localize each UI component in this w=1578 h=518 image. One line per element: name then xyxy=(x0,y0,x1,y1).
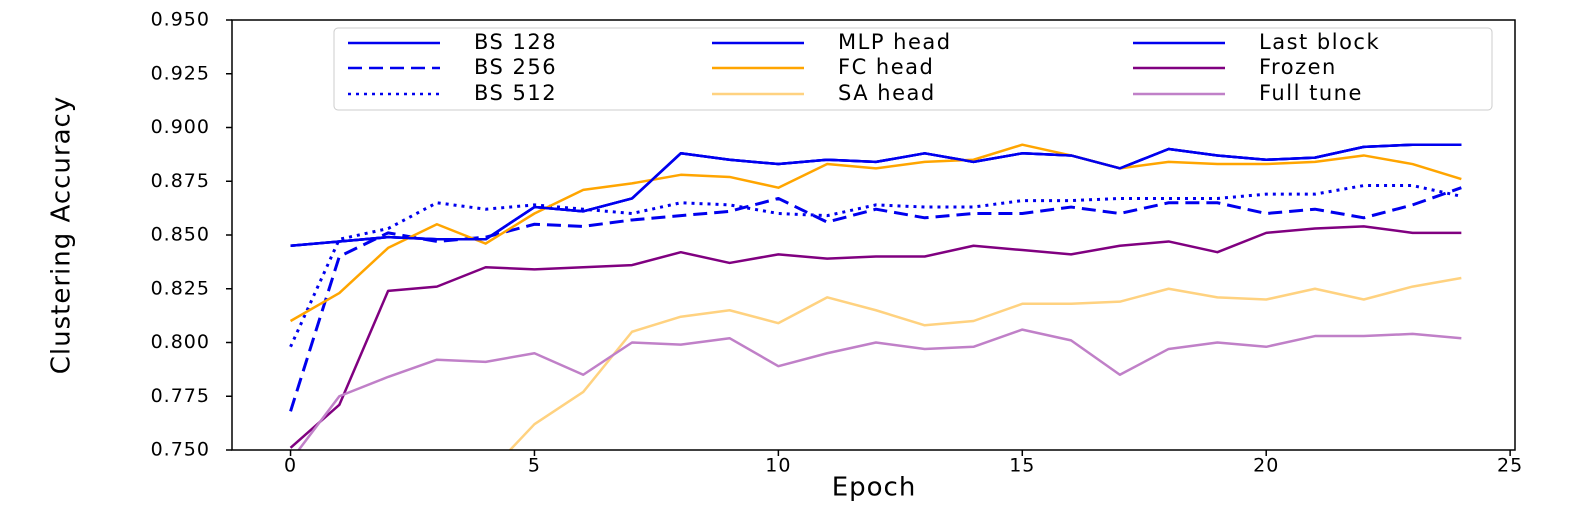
series-line xyxy=(289,225,1462,449)
series-line xyxy=(290,143,1462,247)
x-tick-label: 10 xyxy=(765,455,791,477)
x-tick-label: 25 xyxy=(1497,455,1523,477)
y-tick-label: 0.875 xyxy=(151,170,210,192)
legend-label: BS 128 xyxy=(474,30,557,54)
y-tick-label: 0.925 xyxy=(151,62,210,84)
series-line xyxy=(508,276,1462,450)
x-tick-label: 0 xyxy=(284,455,297,477)
legend-label: BS 256 xyxy=(474,55,557,79)
legend-label: Last block xyxy=(1259,30,1380,54)
y-tick-label: 0.900 xyxy=(151,116,210,138)
y-axis-label: Clustering Accuracy xyxy=(47,96,77,374)
x-tick-label: 15 xyxy=(1009,455,1035,477)
y-tick-label: 0.950 xyxy=(151,9,210,31)
legend-label: FC head xyxy=(838,55,934,79)
axes-frame xyxy=(231,19,1516,451)
series-line xyxy=(297,328,1462,450)
y-tick-label: 0.850 xyxy=(151,224,210,246)
plot-area xyxy=(289,143,1462,450)
legend-label: BS 512 xyxy=(474,81,557,105)
y-tick-label: 0.750 xyxy=(151,439,210,461)
x-tick-label: 5 xyxy=(528,455,541,477)
series-line xyxy=(289,184,1462,348)
series-line xyxy=(289,143,1462,323)
x-tick-label: 20 xyxy=(1253,455,1279,477)
legend-label: MLP head xyxy=(838,30,952,54)
legend-label: SA head xyxy=(838,81,936,105)
legend-label: Frozen xyxy=(1259,55,1337,79)
legend-box xyxy=(333,27,1493,111)
y-tick-label: 0.775 xyxy=(151,385,210,407)
y-tick-label: 0.800 xyxy=(151,331,210,353)
y-tick-label: 0.825 xyxy=(151,277,210,299)
x-axis-label: Epoch xyxy=(832,473,917,503)
series-line xyxy=(289,186,1462,412)
legend-label: Full tune xyxy=(1259,81,1363,105)
